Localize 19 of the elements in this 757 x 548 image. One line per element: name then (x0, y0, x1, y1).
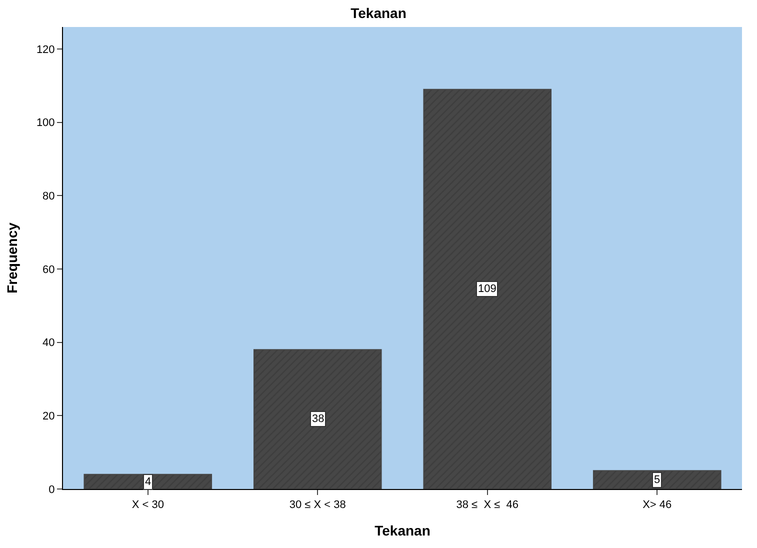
x-tick-label: 38 ≤ X ≤ 46 (456, 499, 518, 512)
data-label: 5 (654, 474, 660, 486)
x-tick-label: X> 46 (642, 499, 672, 512)
y-axis-title: Frequency (4, 222, 20, 294)
chart-title: Tekanan (350, 5, 406, 22)
x-tick-label: X < 30 (132, 499, 164, 512)
data-label: 4 (145, 476, 152, 488)
y-tick-label: 0 (48, 484, 55, 496)
data-label: 38 (312, 413, 324, 425)
y-tick-label: 40 (42, 337, 55, 350)
data-label: 109 (478, 283, 496, 295)
y-tick-label: 80 (42, 190, 55, 203)
y-tick-label: 20 (42, 410, 55, 423)
x-tick-label: 30 ≤ X < 38 (289, 499, 346, 512)
y-tick-label: 60 (42, 264, 55, 276)
bar (84, 474, 212, 489)
x-axis-title: Tekanan (374, 522, 430, 538)
y-tick-label: 100 (36, 117, 55, 130)
y-tick-label: 120 (36, 44, 55, 56)
